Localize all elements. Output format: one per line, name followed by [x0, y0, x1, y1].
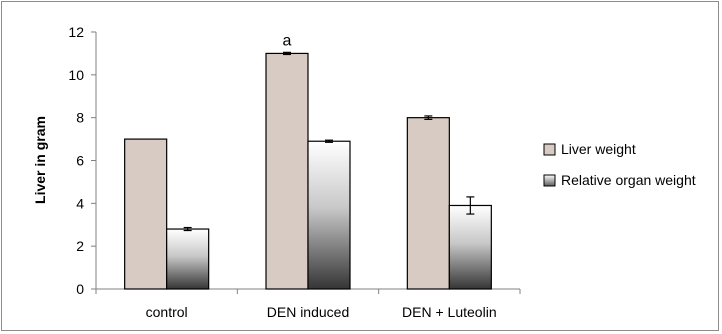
legend-label: Relative organ weight	[561, 172, 696, 188]
legend-label: Liver weight	[561, 141, 636, 157]
legend-swatch	[543, 174, 556, 187]
y-tick-label: 8	[76, 110, 84, 126]
y-axis-title: Liver in gram	[32, 116, 48, 204]
bar-liver-weight	[124, 138, 168, 290]
y-tick-label: 2	[76, 238, 84, 254]
bar-liver-weight	[406, 117, 450, 290]
x-tick-label: DEN induced	[267, 304, 350, 320]
bar-relative-organ-weight	[166, 228, 210, 290]
y-tick-label: 4	[76, 195, 84, 211]
y-tick-label: 6	[76, 153, 84, 169]
legend-swatch	[543, 143, 556, 156]
y-tick-label: 12	[68, 24, 84, 40]
y-tick-label: 0	[76, 281, 84, 297]
annotation-label: a	[283, 32, 292, 49]
bar-relative-organ-weight	[307, 140, 351, 290]
y-tick-label: 10	[68, 67, 84, 83]
x-tick-label: DEN + Luteolin	[402, 304, 497, 320]
x-tick-label: control	[146, 304, 188, 320]
bar-liver-weight	[265, 52, 309, 290]
bar-relative-organ-weight	[448, 204, 492, 290]
